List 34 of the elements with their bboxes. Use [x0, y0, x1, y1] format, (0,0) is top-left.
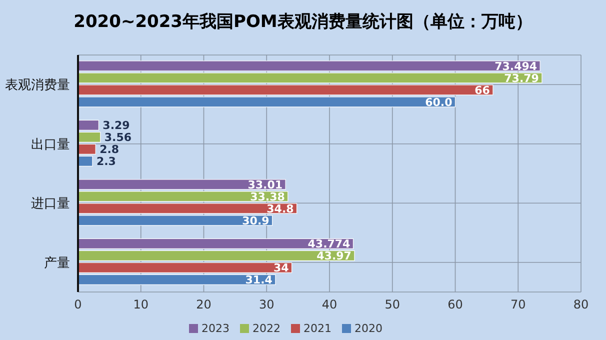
chart-title: 2020~2023年我国POM表观消费量统计图（单位：万吨）: [72, 11, 534, 34]
x-tick-label: 80: [573, 298, 589, 312]
data-label: 43.774: [308, 238, 351, 251]
data-label: 33.01: [248, 178, 283, 192]
y-tick-label: 表观消费量: [5, 78, 70, 94]
x-tick-label: 30: [258, 298, 274, 312]
data-label: 30.9: [242, 214, 270, 228]
data-label: 34.8: [266, 202, 294, 216]
y-tick-label: 进口量: [31, 196, 70, 212]
data-label: 3.29: [102, 119, 130, 132]
data-label: 66: [474, 84, 490, 97]
data-label: 2.3: [96, 155, 116, 168]
legend-label: 2021: [304, 322, 332, 335]
data-label: 60.0: [425, 96, 453, 109]
data-label: 73.494: [494, 60, 538, 73]
x-tick-label: 0: [74, 298, 82, 312]
data-label: 34: [273, 262, 290, 275]
legend-label: 2020: [354, 322, 382, 335]
y-tick-label: 出口量: [31, 137, 70, 152]
x-tick-label: 50: [384, 298, 400, 312]
x-tick-label: 20: [196, 298, 212, 312]
legend-label: 2022: [252, 322, 280, 335]
legend-label: 2023: [202, 322, 230, 335]
data-label: 33.38: [250, 190, 285, 204]
data-label: 3.56: [104, 131, 132, 144]
x-tick-label: 10: [133, 298, 149, 312]
x-tick-label: 40: [322, 298, 338, 312]
y-tick-label: 产量: [44, 256, 70, 271]
data-label: 31.4: [245, 274, 273, 287]
data-label: 43.97: [316, 250, 352, 263]
x-tick-label: 60: [448, 298, 463, 312]
data-label: 2.8: [100, 143, 120, 156]
data-label: 73.79: [504, 72, 539, 85]
x-tick-label: 70: [510, 298, 526, 312]
